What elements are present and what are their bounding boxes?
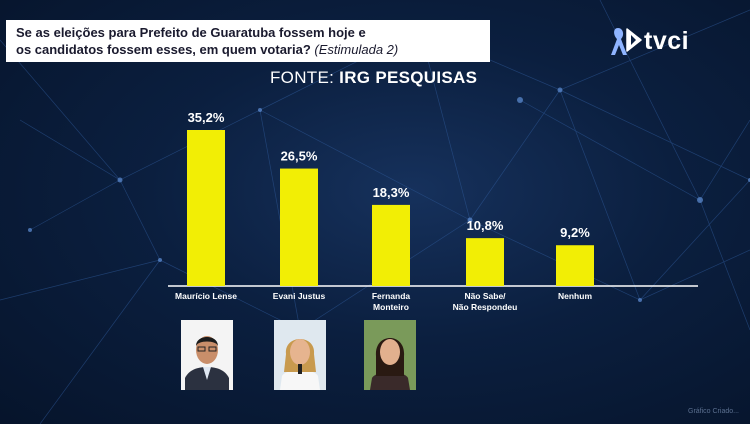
value-label-4: 9,2% <box>560 225 590 240</box>
category-label-0: Maurício Lense <box>175 291 237 301</box>
category-label-1: Evani Justus <box>273 291 326 301</box>
candidate-photo-icon <box>274 320 326 390</box>
bar-1 <box>280 168 318 286</box>
category-label-2-line-0: Fernanda <box>372 291 411 301</box>
category-label-4: Nenhum <box>558 291 592 301</box>
tvci-logo: tvci <box>610 24 730 58</box>
question-text: os candidatos fossem esses, em quem vota… <box>16 42 311 57</box>
source-name: IRG PESQUISAS <box>339 68 478 87</box>
question-note: (Estimulada 2) <box>314 42 399 57</box>
candidate-photo-fernanda-monteiro <box>364 320 416 390</box>
value-label-3: 10,8% <box>467 218 504 233</box>
watermark-text: Gráfico Criado... <box>688 408 739 415</box>
question-box: Se as eleições para Prefeito de Guaratub… <box>6 20 490 62</box>
category-label-3-line-1: Não Respondeu <box>453 302 518 312</box>
bar-4 <box>556 245 594 286</box>
bar-2 <box>372 204 410 286</box>
source-label: FONTE: IRG PESQUISAS <box>270 68 477 88</box>
candidate-photo-icon <box>364 320 416 390</box>
bar-3 <box>466 238 504 286</box>
value-label-0: 35,2% <box>188 110 225 125</box>
candidate-photo-mauricio-lense <box>181 320 233 390</box>
category-label-3-line-0: Não Sabe/ <box>464 291 506 301</box>
value-label-1: 26,5% <box>281 149 318 164</box>
source-prefix: FONTE: <box>270 68 335 87</box>
logo-text: tvci <box>644 27 690 55</box>
value-label-2: 18,3% <box>373 185 410 200</box>
question-line-1: Se as eleições para Prefeito de Guaratub… <box>16 25 366 40</box>
bar-0 <box>187 130 225 286</box>
ribbon-play-icon <box>611 28 642 55</box>
candidate-photo-evani-justus <box>274 320 326 390</box>
question-line-2: os candidatos fossem esses, em quem vota… <box>16 41 480 58</box>
candidate-photo-icon <box>181 320 233 390</box>
category-label-2-line-1: Monteiro <box>373 302 409 312</box>
